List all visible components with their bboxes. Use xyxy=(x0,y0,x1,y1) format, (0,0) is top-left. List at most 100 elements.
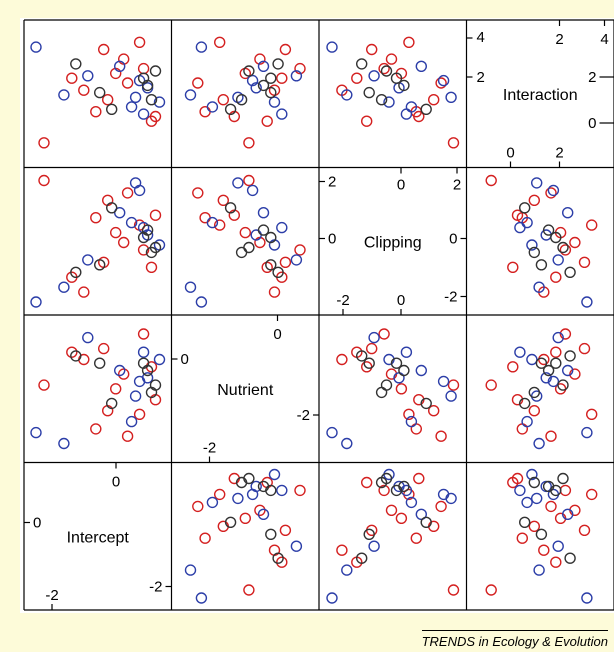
data-point-blue xyxy=(246,488,259,501)
data-point-black xyxy=(542,224,555,236)
panel-clipping-vs-intercept xyxy=(30,174,166,308)
data-point-red xyxy=(279,256,292,268)
data-point-black xyxy=(564,266,576,278)
data-point-black xyxy=(70,350,82,362)
data-point-red xyxy=(428,405,440,417)
clipping-bottom-tick-label: 0 xyxy=(397,292,405,309)
data-point-black xyxy=(105,397,118,410)
data-point-blue xyxy=(250,82,262,94)
data-point-black xyxy=(224,103,237,116)
data-point-red xyxy=(254,504,266,516)
matrix-grid xyxy=(23,19,614,611)
data-point-red xyxy=(545,430,557,442)
data-point-red xyxy=(97,342,110,355)
data-point-red xyxy=(378,62,390,75)
data-point-black xyxy=(145,246,158,259)
clipping-top-tick-label: 0 xyxy=(397,177,405,194)
data-point-blue xyxy=(257,206,270,219)
data-point-blue xyxy=(206,101,219,113)
data-point-black xyxy=(398,364,410,377)
data-point-black xyxy=(145,93,158,106)
intercept-right-tick-label: -2 xyxy=(149,579,162,596)
data-point-red xyxy=(38,137,50,149)
data-point-black xyxy=(528,386,540,399)
diagonal-label-nutrient: Nutrient xyxy=(217,382,274,399)
data-point-red xyxy=(78,84,90,96)
data-point-blue xyxy=(326,426,338,439)
data-point-blue xyxy=(276,221,288,234)
data-point-black xyxy=(93,259,106,271)
data-point-red xyxy=(559,244,572,256)
nutrient-right-tick-label: -2 xyxy=(297,407,310,424)
data-point-blue xyxy=(276,484,288,497)
data-point-red xyxy=(199,532,211,544)
data-point-black xyxy=(243,65,255,77)
data-point-blue xyxy=(581,296,593,308)
data-point-red xyxy=(545,500,557,513)
data-point-red xyxy=(507,361,519,373)
data-point-black xyxy=(564,350,576,362)
data-point-blue xyxy=(82,254,94,266)
data-point-blue xyxy=(206,216,219,229)
data-point-blue xyxy=(533,281,545,293)
data-point-black xyxy=(519,202,531,214)
data-point-black xyxy=(265,231,277,244)
panels xyxy=(30,36,598,604)
data-point-red xyxy=(239,512,252,524)
data-point-red xyxy=(550,556,562,568)
data-point-red xyxy=(385,504,398,516)
data-point-black xyxy=(105,103,118,116)
data-point-black xyxy=(235,93,248,106)
data-point-black xyxy=(550,357,562,369)
data-point-black xyxy=(557,472,569,485)
data-point-black xyxy=(535,357,548,369)
data-point-black xyxy=(272,58,284,70)
data-point-blue xyxy=(195,592,208,604)
data-point-red xyxy=(78,286,90,298)
data-point-black xyxy=(70,58,82,70)
data-point-red xyxy=(276,72,288,84)
data-point-red xyxy=(137,244,150,256)
data-point-blue xyxy=(437,74,450,87)
data-point-red xyxy=(279,524,292,536)
data-point-blue xyxy=(113,206,126,219)
data-point-red xyxy=(435,430,447,442)
data-point-blue xyxy=(552,254,564,266)
intercept-top-tick-label: 0 xyxy=(112,474,120,491)
data-point-red xyxy=(109,226,122,239)
data-point-red xyxy=(447,379,460,391)
data-point-red xyxy=(538,544,550,556)
data-point-blue xyxy=(562,364,574,377)
data-point-black xyxy=(93,86,106,99)
interaction-top-tick-label: 4 xyxy=(600,31,608,48)
data-point-red xyxy=(90,423,102,435)
data-point-black xyxy=(105,202,118,214)
data-point-red xyxy=(336,544,348,556)
data-point-red xyxy=(117,368,130,380)
data-point-black xyxy=(398,79,410,92)
data-point-black xyxy=(137,72,150,84)
data-point-blue xyxy=(526,468,538,481)
data-point-red xyxy=(243,584,255,596)
data-point-black xyxy=(519,397,531,410)
data-point-red xyxy=(38,379,50,391)
data-point-red xyxy=(133,36,146,48)
data-point-blue xyxy=(521,496,533,509)
data-point-black xyxy=(564,552,576,564)
panel-nutrient-vs-interaction xyxy=(485,328,598,450)
data-point-blue xyxy=(326,592,338,604)
data-point-blue xyxy=(533,564,545,576)
data-point-black xyxy=(363,357,375,369)
data-point-red xyxy=(133,408,146,420)
data-point-black xyxy=(265,86,277,99)
data-point-red xyxy=(294,244,306,256)
data-point-black xyxy=(550,231,562,244)
data-point-red xyxy=(101,93,114,106)
data-point-blue xyxy=(415,60,427,73)
data-point-black xyxy=(550,484,562,497)
panel-interaction-vs-nutrient xyxy=(184,36,306,149)
data-point-blue xyxy=(30,296,42,308)
data-point-blue xyxy=(405,415,418,428)
interaction-top-tick-label: 2 xyxy=(555,31,563,48)
data-point-red xyxy=(545,187,557,199)
